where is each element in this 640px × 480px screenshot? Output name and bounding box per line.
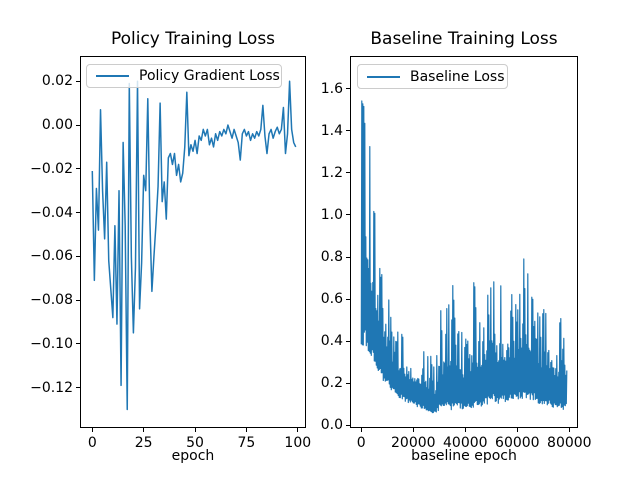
y-tick-label: −0.02 [30,160,73,177]
y-tick-label: 1.4 [320,122,343,139]
y-tick-mark [76,124,80,126]
baseline-legend-line-sample [367,75,400,78]
policy-legend-label: Policy Gradient Loss [139,68,280,84]
y-tick-mark [346,172,350,174]
y-tick-label: 0.2 [320,375,343,392]
x-tick-mark [412,428,414,432]
policy-chart-title: Policy Training Loss [110,29,276,49]
baseline-xaxis-label: baseline epoch [411,448,517,464]
x-tick-label: 0 [356,435,366,451]
x-tick-label: 75 [237,435,256,451]
y-tick-mark [76,212,80,214]
y-tick-mark [76,387,80,389]
x-tick-mark [297,428,299,432]
x-tick-label: 0 [87,435,97,451]
y-tick-mark [346,298,350,300]
y-tick-label: 1.6 [320,80,343,97]
y-tick-label: 0.0 [320,417,343,434]
y-tick-mark [346,256,350,258]
y-tick-mark [76,299,80,301]
x-tick-label: 50 [186,435,204,451]
baseline-plot-area: Baseline Loss [350,56,578,428]
y-tick-label: 0.00 [41,117,73,134]
y-tick-label: −0.06 [30,248,73,265]
y-tick-mark [76,80,80,82]
y-tick-label: −0.08 [30,292,73,309]
policy-legend-line-sample [96,75,129,77]
x-tick-label: 20000 [391,435,436,451]
y-tick-label: 0.02 [41,73,73,90]
x-tick-mark [194,428,196,432]
y-tick-label: 1.0 [320,206,343,223]
policy-xaxis-label: epoch [171,448,215,464]
y-tick-label: 1.2 [320,164,343,181]
x-tick-label: 80000 [547,435,592,451]
y-tick-label: −0.10 [30,335,73,352]
baseline-loss-line [360,100,568,414]
x-tick-mark [91,428,93,432]
policy-legend: Policy Gradient Loss [86,64,282,88]
y-tick-mark [346,214,350,216]
y-tick-label: 0.6 [320,291,343,308]
y-tick-label: 0.8 [320,249,343,266]
y-tick-label: 0.4 [320,333,343,350]
x-tick-label: 100 [284,435,312,451]
y-tick-mark [76,168,80,170]
policy-plot-area: Policy Gradient Loss [80,56,306,428]
x-tick-label: 25 [134,435,153,451]
x-tick-mark [360,428,362,432]
policy-loss-line [91,80,297,411]
series-path [360,100,568,414]
baseline-legend: Baseline Loss [357,64,508,89]
y-tick-mark [76,255,80,257]
baseline-legend-label: Baseline Loss [410,68,505,85]
y-tick-mark [76,343,80,345]
x-tick-mark [464,428,466,432]
y-tick-mark [346,340,350,342]
x-tick-mark [143,428,145,432]
y-tick-label: −0.12 [30,379,73,396]
y-tick-mark [346,88,350,90]
x-tick-label: 40000 [443,435,488,451]
y-tick-mark [346,382,350,384]
series-path [91,80,297,411]
y-tick-mark [346,130,350,132]
y-tick-mark [346,424,350,426]
x-tick-mark [245,428,247,432]
x-tick-mark [516,428,518,432]
x-tick-label: 60000 [495,435,540,451]
x-tick-mark [568,428,570,432]
y-tick-label: −0.04 [30,204,73,221]
baseline-chart-title: Baseline Training Loss [370,29,558,49]
